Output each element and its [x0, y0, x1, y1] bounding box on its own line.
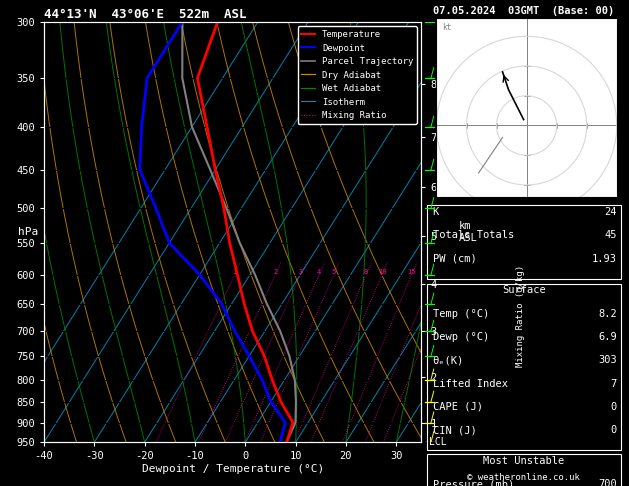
Text: 1.93: 1.93: [592, 254, 617, 264]
Text: 8.2: 8.2: [598, 309, 617, 319]
Text: PW (cm): PW (cm): [433, 254, 476, 264]
Bar: [426, 284, 621, 450]
Text: LCL: LCL: [429, 437, 447, 447]
Text: Dewp (°C): Dewp (°C): [433, 332, 489, 342]
Text: 24: 24: [604, 207, 617, 217]
Bar: [426, 454, 621, 486]
Text: 5: 5: [331, 269, 336, 275]
Text: 07.05.2024  03GMT  (Base: 00): 07.05.2024 03GMT (Base: 00): [433, 6, 615, 17]
Text: 45: 45: [604, 230, 617, 241]
Text: CIN (J): CIN (J): [433, 425, 476, 435]
Text: CAPE (J): CAPE (J): [433, 402, 482, 412]
Text: 4: 4: [317, 269, 321, 275]
Text: 0: 0: [611, 402, 617, 412]
Text: 6.9: 6.9: [598, 332, 617, 342]
Text: Surface: Surface: [502, 285, 545, 295]
Bar: [426, 205, 621, 279]
Text: kt: kt: [442, 23, 452, 33]
X-axis label: Dewpoint / Temperature (°C): Dewpoint / Temperature (°C): [142, 464, 324, 474]
Text: 7: 7: [611, 379, 617, 389]
Text: Most Unstable: Most Unstable: [483, 456, 564, 466]
Text: km
ASL: km ASL: [459, 221, 478, 243]
Text: 8: 8: [364, 269, 368, 275]
Text: 3: 3: [298, 269, 303, 275]
Text: 15: 15: [408, 269, 416, 275]
Text: 303: 303: [598, 355, 617, 365]
Text: Totals Totals: Totals Totals: [433, 230, 514, 241]
Text: 1: 1: [233, 269, 237, 275]
Legend: Temperature, Dewpoint, Parcel Trajectory, Dry Adiabat, Wet Adiabat, Isotherm, Mi: Temperature, Dewpoint, Parcel Trajectory…: [298, 26, 417, 124]
Text: © weatheronline.co.uk: © weatheronline.co.uk: [467, 473, 580, 482]
Text: 0: 0: [611, 425, 617, 435]
Text: θₑ(K): θₑ(K): [433, 355, 464, 365]
Text: 2: 2: [273, 269, 277, 275]
Text: Mixing Ratio (g/kg): Mixing Ratio (g/kg): [516, 265, 525, 367]
Text: Temp (°C): Temp (°C): [433, 309, 489, 319]
Text: 700: 700: [598, 479, 617, 486]
Text: Lifted Index: Lifted Index: [433, 379, 508, 389]
Text: hPa: hPa: [18, 227, 38, 237]
Text: Pressure (mb): Pressure (mb): [433, 479, 514, 486]
Text: 44°13'N  43°06'E  522m  ASL: 44°13'N 43°06'E 522m ASL: [44, 8, 247, 21]
Text: K: K: [433, 207, 439, 217]
Text: 10: 10: [377, 269, 386, 275]
